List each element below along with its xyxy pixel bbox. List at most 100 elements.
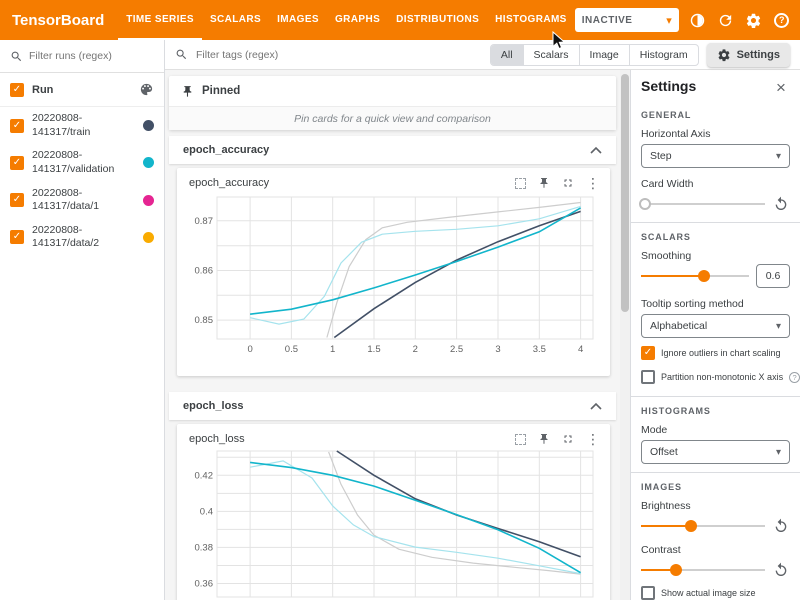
reset-icon[interactable]	[772, 195, 790, 213]
filter-scalars[interactable]: Scalars	[522, 44, 579, 65]
epoch-accuracy-chart[interactable]: 0.85 0.86 0.87 0 0.5 1 1.5 2 2.5 3 3.5 4	[183, 191, 603, 359]
histogram-mode-select[interactable]: Offset ▾	[641, 440, 790, 464]
card-width-slider[interactable]	[638, 194, 765, 214]
contrast-label: Contrast	[641, 544, 681, 556]
check-icon: ✓	[12, 156, 22, 168]
brightness-label: Brightness	[641, 500, 691, 512]
contrast-slider[interactable]	[641, 560, 765, 580]
run-list-header: ✓ Run	[0, 73, 164, 107]
help-glyph: ?	[792, 372, 797, 382]
show-actual-size-label: Show actual image size	[661, 588, 756, 598]
settings-gear-icon[interactable]	[745, 11, 763, 29]
scrollbar-thumb[interactable]	[621, 74, 629, 312]
settings-button[interactable]: Settings	[706, 42, 790, 67]
cards-area: Pinned Pin cards for a quick view and co…	[165, 70, 620, 600]
help-glyph: ?	[779, 15, 785, 25]
run-name: 20220808-141317/data/2	[32, 223, 100, 250]
run-row-validation[interactable]: ✓ 20220808-141317/validation	[0, 144, 164, 181]
settings-button-label: Settings	[736, 48, 780, 61]
chart-card-epoch-accuracy: epoch_accuracy ⋮ 0.85 0.86 0.87 0 0.5 1 1.5 2 2.…	[177, 168, 610, 376]
more-options-icon[interactable]: ⋮	[586, 431, 600, 447]
tab-graphs[interactable]: GRAPHS	[334, 14, 381, 25]
filter-runs-input[interactable]	[29, 50, 154, 62]
histograms-heading: HISTOGRAMS	[641, 406, 711, 416]
tab-histograms[interactable]: HISTOGRAMS	[495, 14, 567, 25]
chevron-up-icon[interactable]	[590, 402, 602, 410]
ignore-outliers-checkbox[interactable]: ✓	[641, 346, 655, 360]
chart-card-actions: ⋮	[515, 176, 600, 190]
divider	[631, 222, 800, 223]
horizontal-axis-select[interactable]: Step ▾	[641, 144, 790, 168]
help-icon[interactable]: ?	[773, 11, 791, 29]
brightness-slider[interactable]	[641, 516, 765, 536]
select-all-runs-checkbox[interactable]: ✓	[10, 82, 24, 97]
fit-domain-icon[interactable]	[515, 177, 526, 189]
slider-thumb[interactable]	[669, 564, 682, 576]
smoothing-row	[641, 264, 790, 288]
fullscreen-icon[interactable]	[562, 177, 574, 189]
chart-title: epoch_accuracy	[189, 177, 270, 189]
slider-thumb[interactable]	[697, 270, 710, 282]
smoothing-value-input[interactable]	[756, 264, 790, 288]
section-epoch-loss[interactable]: epoch_loss	[169, 392, 616, 420]
chevron-down-icon: ▾	[775, 446, 781, 458]
tab-scalars[interactable]: SCALARS	[209, 14, 262, 25]
histogram-mode-value: Offset	[650, 446, 678, 458]
pin-icon[interactable]	[538, 177, 550, 189]
search-icon	[11, 51, 22, 61]
filter-image[interactable]: Image	[578, 44, 629, 65]
smoothing-slider[interactable]	[641, 266, 749, 286]
filter-tags-input[interactable]	[196, 48, 482, 61]
reset-icon[interactable]	[772, 561, 790, 579]
partition-x-checkbox[interactable]: ✓	[641, 370, 655, 384]
tab-images[interactable]: IMAGES	[277, 14, 319, 25]
ignore-outliers-row: ✓ Ignore outliers in chart scaling	[641, 346, 790, 360]
horizontal-axis-label: Horizontal Axis	[641, 128, 711, 140]
pinned-header: Pinned	[169, 76, 616, 106]
tab-time-series[interactable]: TIME SERIES	[118, 0, 202, 40]
chevron-up-icon[interactable]	[590, 146, 602, 154]
svg-text:0.5: 0.5	[285, 344, 298, 355]
slider-thumb[interactable]	[684, 520, 697, 532]
reload-status-select[interactable]: INACTIVE ▾	[574, 8, 679, 32]
content-scrollbar[interactable]	[620, 70, 630, 600]
pinned-empty-message: Pin cards for a quick view and compariso…	[169, 106, 616, 130]
svg-text:0.86: 0.86	[195, 266, 214, 277]
palette-icon[interactable]	[139, 82, 154, 97]
close-icon[interactable]: ×	[776, 78, 786, 97]
show-actual-size-checkbox[interactable]: ✓	[641, 586, 655, 600]
fullscreen-icon[interactable]	[562, 433, 574, 445]
svg-text:0.36: 0.36	[195, 579, 214, 590]
more-options-icon[interactable]: ⋮	[586, 175, 600, 191]
ignore-outliers-label: Ignore outliers in chart scaling	[661, 348, 781, 358]
run-row-train[interactable]: ✓ 20220808-141317/train	[0, 107, 164, 144]
run-checkbox[interactable]: ✓	[10, 155, 24, 170]
show-actual-size-row: ✓ Show actual image size	[641, 586, 790, 600]
scalars-heading: SCALARS	[641, 232, 691, 242]
epoch-loss-chart[interactable]: 0.42 0.4 0.38 0.36	[183, 447, 603, 600]
settings-panel: Settings × GENERAL Horizontal Axis Step …	[630, 70, 800, 600]
reset-icon[interactable]	[772, 517, 790, 535]
run-checkbox[interactable]: ✓	[10, 193, 24, 208]
refresh-icon[interactable]	[717, 11, 735, 29]
tooltip-sorting-select[interactable]: Alphabetical ▾	[641, 314, 790, 338]
help-icon[interactable]: ?	[789, 371, 800, 383]
section-epoch-accuracy[interactable]: epoch_accuracy	[169, 136, 616, 164]
gear-icon	[718, 48, 730, 61]
filter-all[interactable]: All	[490, 44, 523, 65]
tab-distributions[interactable]: DISTRIBUTIONS	[396, 14, 480, 25]
fit-domain-icon[interactable]	[515, 433, 526, 445]
run-row-data1[interactable]: ✓ 20220808-141317/data/1	[0, 182, 164, 219]
run-column-label: Run	[32, 83, 54, 96]
dark-mode-toggle-icon[interactable]	[689, 11, 707, 29]
check-icon: ✓	[12, 194, 22, 206]
filter-histogram[interactable]: Histogram	[628, 44, 698, 65]
run-checkbox[interactable]: ✓	[10, 118, 24, 133]
pin-icon[interactable]	[538, 433, 550, 445]
chevron-down-icon: ▾	[775, 150, 781, 162]
slider-thumb[interactable]	[638, 198, 651, 210]
run-row-data2[interactable]: ✓ 20220808-141317/data/2	[0, 219, 164, 256]
divider	[631, 396, 800, 397]
pinned-section: Pinned Pin cards for a quick view and co…	[169, 76, 616, 130]
run-checkbox[interactable]: ✓	[10, 230, 24, 245]
